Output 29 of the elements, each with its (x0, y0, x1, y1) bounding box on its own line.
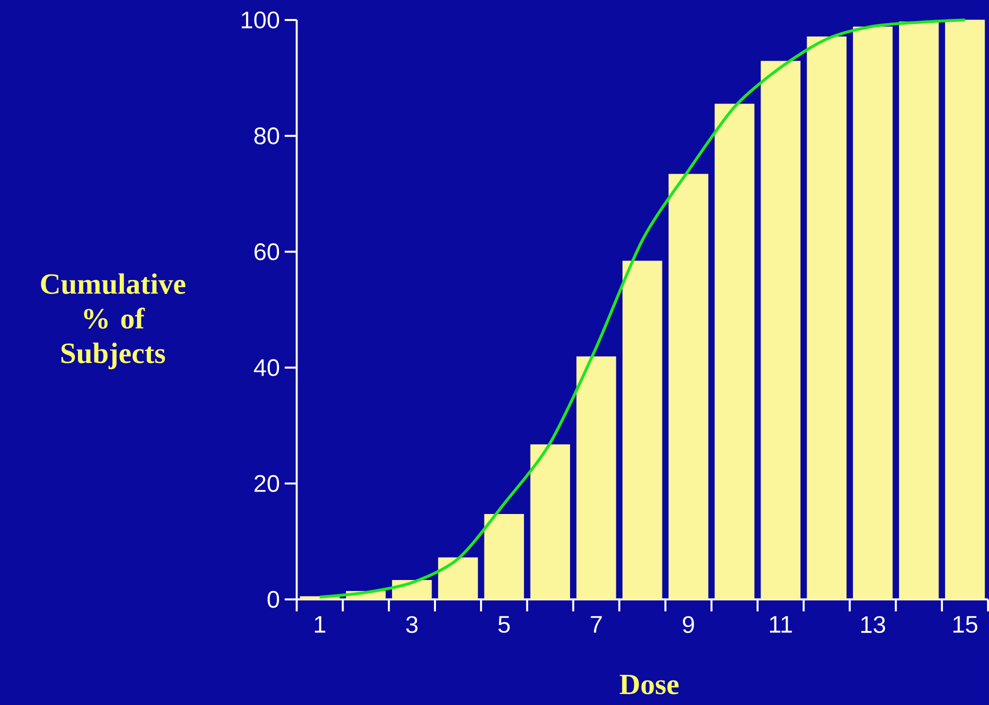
bar (714, 104, 754, 600)
bar (668, 174, 708, 600)
x-tick-label: 9 (682, 616, 694, 633)
x-tick-label: 13 (861, 616, 886, 633)
x-tick-label: 11 (770, 616, 792, 632)
bar (760, 60, 800, 600)
y-tick-label: 0 (268, 590, 280, 608)
y-tick-label: 60 (254, 243, 280, 260)
x-tick-label: 3 (406, 616, 418, 633)
bar (530, 444, 570, 600)
line-series (318, 18, 966, 598)
y-tick-label: 100 (242, 11, 280, 28)
bar (852, 26, 893, 600)
x-tick-label: 7 (590, 616, 602, 632)
x-axis-title: Dose (620, 674, 679, 694)
bar (806, 36, 847, 600)
x-tick-label: 5 (498, 616, 510, 633)
y-tick-label: 20 (254, 474, 280, 492)
bar (576, 356, 616, 600)
bar (899, 21, 939, 600)
x-tick-label: 15 (953, 616, 978, 633)
bar (484, 514, 524, 600)
y-tick-label: 80 (254, 127, 280, 144)
bar (438, 557, 478, 600)
y-tick-label: 40 (254, 358, 280, 376)
bar (945, 20, 985, 600)
bar (622, 260, 662, 600)
y-axis-title: Cumulative % of Subjects (40, 273, 186, 370)
x-tick-label: 1 (314, 616, 326, 632)
